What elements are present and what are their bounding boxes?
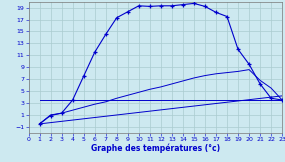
X-axis label: Graphe des températures (°c): Graphe des températures (°c)	[91, 143, 220, 153]
